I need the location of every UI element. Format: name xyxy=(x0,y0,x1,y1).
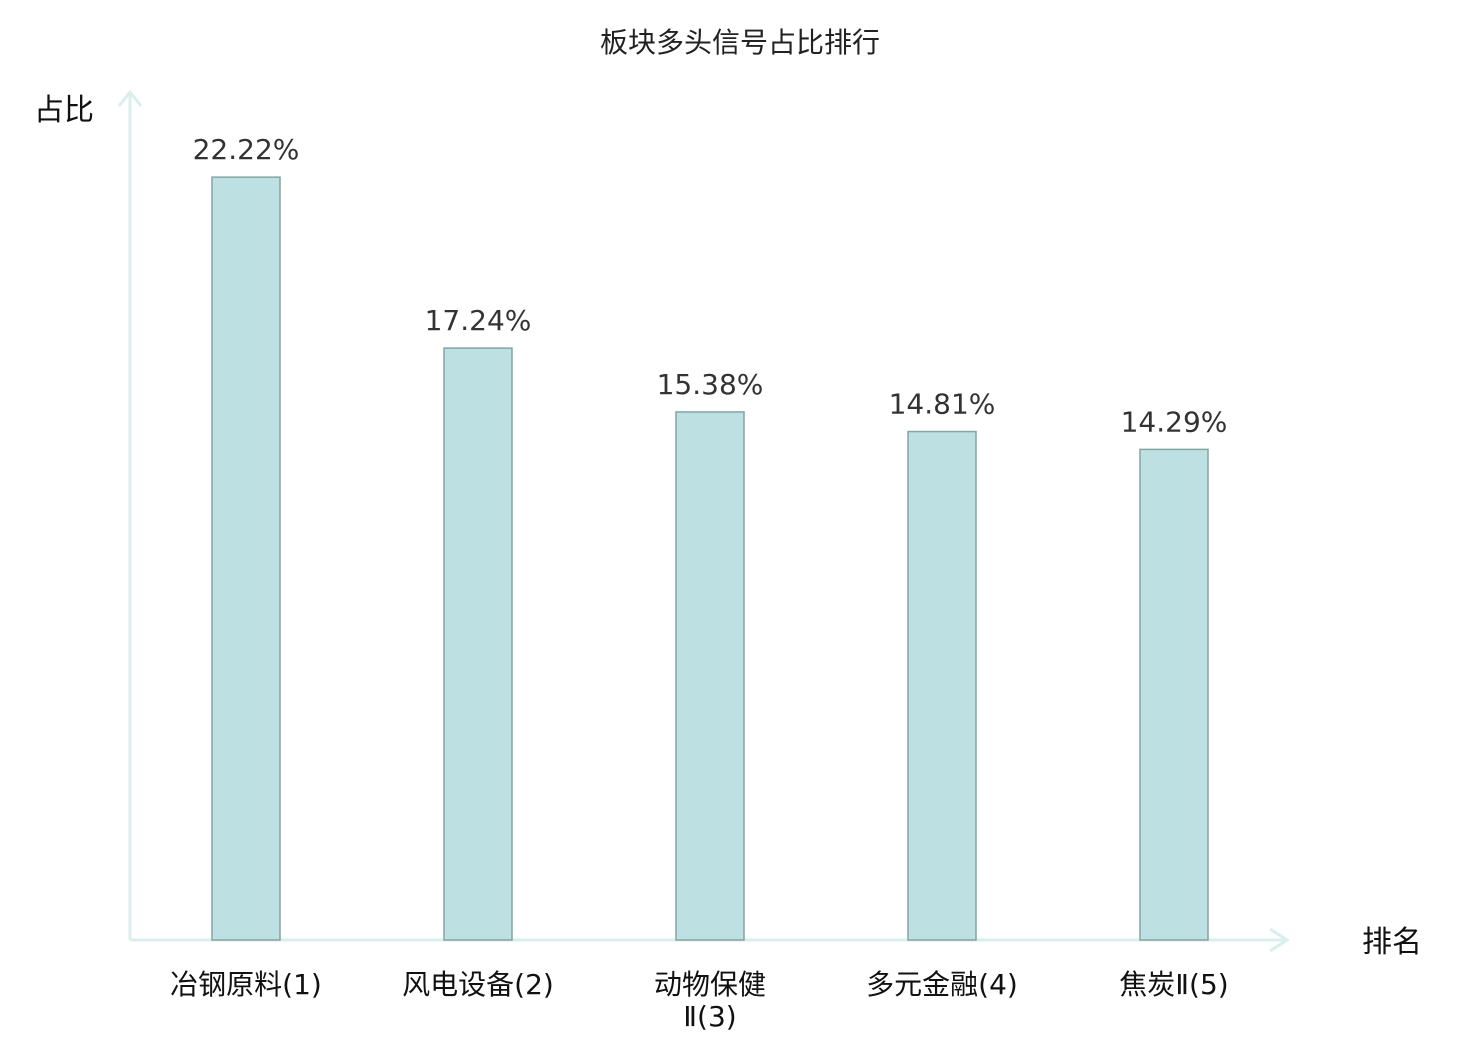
bar-1 xyxy=(211,176,281,941)
category-label-5-line-1: 焦炭Ⅱ(5) xyxy=(1119,968,1228,1001)
category-label-2-line-1: 风电设备(2) xyxy=(402,968,554,1001)
bars-group xyxy=(211,176,1209,941)
category-label-3-line-1: 动物保健 xyxy=(654,968,766,1001)
x-axis-label: 排名 xyxy=(1362,925,1422,960)
bar-5 xyxy=(1139,448,1209,941)
category-label-4: 多元金融(4) xyxy=(866,968,1018,1001)
value-labels-group: 22.22% 17.24% 15.38% 14.81% 14.29% xyxy=(193,133,1228,438)
bar-4 xyxy=(907,430,977,941)
category-label-5: 焦炭Ⅱ(5) xyxy=(1119,968,1228,1001)
category-label-1-line-1: 冶钢原料(1) xyxy=(170,968,322,1001)
category-labels-group: 冶钢原料(1) 风电设备(2) 动物保健 Ⅱ(3) 多元金融(4) 焦炭Ⅱ(5) xyxy=(170,968,1229,1033)
chart-title: 板块多头信号占比排行 xyxy=(600,26,880,59)
category-label-3: 动物保健 Ⅱ(3) xyxy=(654,968,766,1033)
value-label-4: 14.81% xyxy=(889,388,996,421)
y-axis-arrow-icon xyxy=(117,89,143,107)
value-label-5: 14.29% xyxy=(1121,405,1228,438)
category-label-2: 风电设备(2) xyxy=(402,968,554,1001)
y-axis-label: 占比 xyxy=(34,93,94,128)
value-label-1: 22.22% xyxy=(193,133,300,166)
category-label-3-line-2: Ⅱ(3) xyxy=(683,1000,736,1033)
x-axis-arrow-icon xyxy=(1269,927,1290,953)
value-label-2: 17.24% xyxy=(425,304,532,337)
value-label-3: 15.38% xyxy=(657,368,764,401)
category-label-4-line-1: 多元金融(4) xyxy=(866,968,1018,1001)
y-axis xyxy=(117,89,143,940)
category-label-1: 冶钢原料(1) xyxy=(170,968,322,1001)
bar-3 xyxy=(675,411,745,941)
bar-2 xyxy=(443,347,513,941)
